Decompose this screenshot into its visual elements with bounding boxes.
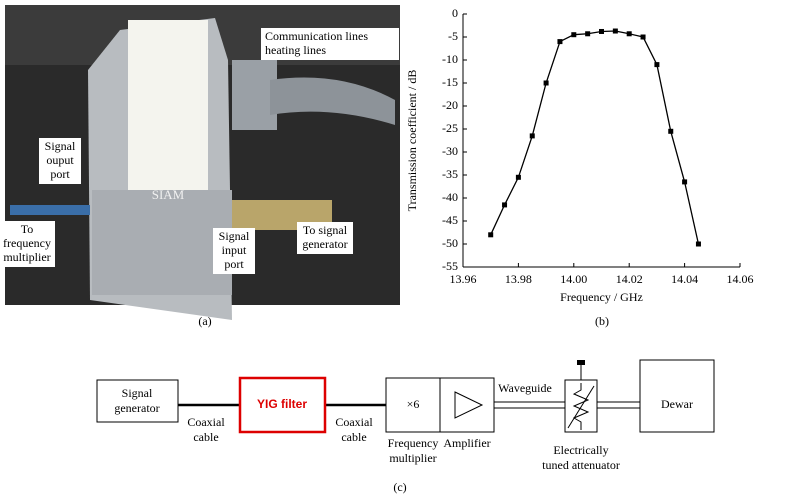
- node-label: YIG filter: [257, 397, 307, 411]
- coax-cable: [10, 205, 90, 215]
- edge-label: Waveguide: [498, 381, 552, 395]
- photo-label: Signal: [219, 229, 250, 243]
- data-line: [490, 30, 700, 245]
- x-tick-label: 14.06: [727, 272, 754, 286]
- label-box: [213, 228, 255, 274]
- label-box: [261, 28, 399, 60]
- y-tick-label: -20: [442, 98, 458, 112]
- photo-label: input: [222, 243, 247, 257]
- photo-label: Communication lines: [265, 29, 368, 43]
- photo-label: Signal: [45, 139, 76, 153]
- y-tick-label: -10: [442, 52, 458, 66]
- y-tick-label: -15: [442, 75, 458, 89]
- y-tick-label: -45: [442, 213, 458, 227]
- label-box: [297, 222, 353, 254]
- y-axis-label: Transmission coefficient / dB: [405, 70, 419, 212]
- photo-label: frequency: [3, 236, 51, 250]
- data-point: [585, 31, 591, 37]
- attenuator-cap: [577, 360, 585, 365]
- caption: (b): [595, 314, 609, 328]
- photo-label: port: [50, 167, 70, 181]
- node-label: generator: [114, 401, 159, 415]
- block: [385, 377, 441, 433]
- data-point: [599, 28, 604, 34]
- x-tick-label: 13.96: [450, 272, 477, 286]
- y-tick-label: -30: [442, 144, 458, 158]
- device-text: SIAM: [152, 187, 185, 202]
- photo-label: ouput: [46, 153, 74, 167]
- x-tick-label: 14.04: [671, 272, 698, 286]
- node-label: ×6: [407, 397, 420, 411]
- data-point: [654, 62, 660, 68]
- data-point: [626, 31, 632, 37]
- x-tick-label: 14.00: [560, 272, 587, 286]
- data-point: [488, 232, 494, 238]
- edge-label: Coaxial: [335, 415, 373, 429]
- data-point: [529, 133, 535, 139]
- data-point: [668, 128, 674, 134]
- y-tick-label: -50: [442, 236, 458, 250]
- y-tick-label: -5: [448, 29, 458, 43]
- node-caption: Electrically: [553, 443, 608, 457]
- block: [238, 376, 327, 434]
- x-tick-label: 14.02: [616, 272, 643, 286]
- data-point: [543, 80, 549, 86]
- edge-label: cable: [341, 430, 366, 444]
- photo-label: To: [21, 222, 34, 236]
- data-point: [612, 28, 618, 34]
- data-point: [515, 174, 521, 180]
- x-axis-label: Frequency / GHz: [560, 290, 643, 304]
- node-caption: multiplier: [389, 451, 436, 465]
- caption: (a): [198, 314, 211, 328]
- data-point: [682, 179, 688, 185]
- data-point: [502, 202, 508, 208]
- block: [96, 379, 179, 423]
- attenuator-symbol: [572, 383, 590, 430]
- amplifier-symbol: [454, 391, 484, 419]
- data-point: [557, 39, 563, 45]
- attenuator-arrow: [567, 385, 595, 429]
- data-point: [571, 32, 577, 38]
- node-caption: Amplifier: [443, 436, 490, 450]
- block: [439, 377, 495, 433]
- label-box: [39, 138, 81, 184]
- connector: [232, 60, 277, 130]
- data-point: [640, 34, 646, 40]
- node-label: Signal: [122, 386, 153, 400]
- node-caption: Frequency: [388, 436, 439, 450]
- photo-label: generator: [302, 237, 347, 251]
- photo-label: port: [224, 257, 244, 271]
- caption: (c): [393, 480, 406, 494]
- photo-label: heating lines: [265, 43, 326, 57]
- y-tick-label: -55: [442, 259, 458, 273]
- node-label: Dewar: [661, 397, 693, 411]
- edge-label: cable: [193, 430, 218, 444]
- photo-label: multiplier: [3, 250, 50, 264]
- data-point: [695, 241, 701, 247]
- y-tick-label: -35: [442, 167, 458, 181]
- x-tick-label: 13.98: [505, 272, 532, 286]
- y-tick-label: -40: [442, 190, 458, 204]
- cable: [270, 77, 395, 125]
- node-caption: tuned attenuator: [542, 458, 620, 472]
- block: [639, 359, 715, 433]
- y-tick-label: 0: [452, 6, 458, 20]
- y-tick-label: -25: [442, 121, 458, 135]
- edge-label: Coaxial: [187, 415, 225, 429]
- photo-label: To signal: [303, 223, 348, 237]
- label-box: [0, 221, 55, 267]
- device-sticker: [128, 20, 208, 190]
- device-panel: [92, 190, 232, 295]
